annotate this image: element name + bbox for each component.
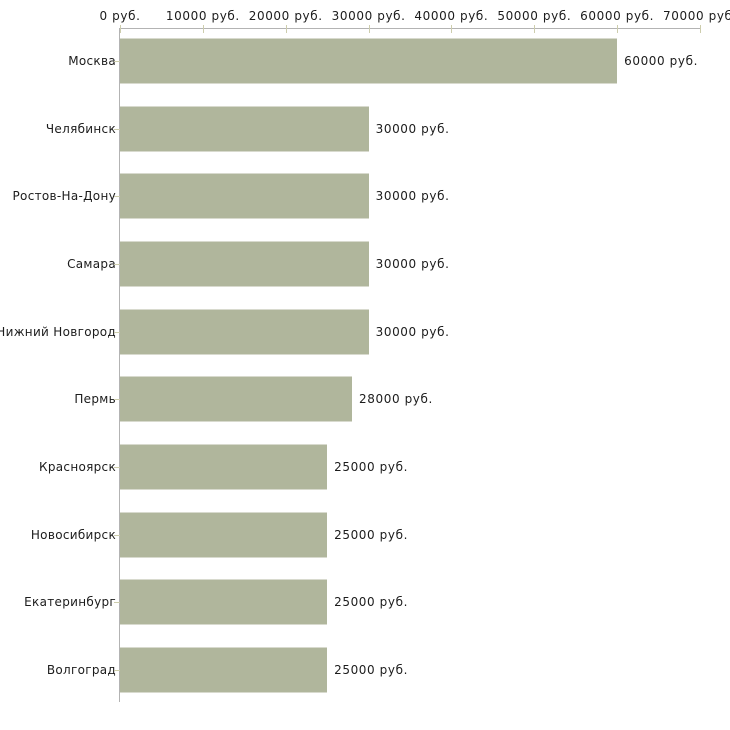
x-tick-mark bbox=[617, 25, 619, 33]
x-tick-label: 20000 руб. bbox=[248, 9, 323, 23]
x-tick-label: 30000 руб. bbox=[331, 9, 406, 23]
category-tick-mark bbox=[114, 60, 120, 62]
y-axis-line bbox=[119, 28, 120, 702]
chart-row: Ростов-На-Дону 30000 руб. bbox=[0, 162, 730, 230]
chart-row: Волгоград 25000 руб. bbox=[0, 636, 730, 704]
value-label: 30000 руб. bbox=[375, 256, 450, 271]
x-tick-mark bbox=[285, 25, 287, 33]
category-label: Волгоград bbox=[46, 663, 116, 678]
x-tick-label: 70000 руб. bbox=[663, 9, 730, 23]
category-label: Самара bbox=[67, 256, 116, 271]
category-tick-mark bbox=[114, 331, 120, 333]
category-tick-mark bbox=[114, 467, 120, 469]
category-label: Красноярск bbox=[39, 460, 116, 475]
value-label: 30000 руб. bbox=[375, 121, 450, 136]
bar-5 bbox=[120, 309, 369, 355]
x-tick-mark bbox=[368, 25, 370, 33]
x-tick-label: 0 руб. bbox=[99, 9, 141, 23]
bar-4 bbox=[120, 241, 369, 287]
chart-row: Самара 30000 руб. bbox=[0, 230, 730, 298]
value-label: 25000 руб. bbox=[334, 527, 409, 542]
chart-row: Пермь 28000 руб. bbox=[0, 366, 730, 434]
chart-row: Москва 60000 руб. bbox=[0, 27, 730, 95]
bar-3 bbox=[120, 173, 369, 219]
category-tick-mark bbox=[114, 128, 120, 130]
x-tick-mark bbox=[700, 25, 701, 33]
chart-row: Екатеринбург 25000 руб. bbox=[0, 569, 730, 637]
x-tick-label: 40000 руб. bbox=[414, 9, 489, 23]
x-tick-mark bbox=[120, 25, 121, 33]
bar-1 bbox=[120, 38, 618, 84]
category-tick-mark bbox=[114, 670, 120, 672]
x-axis-line bbox=[120, 28, 701, 29]
x-tick-label: 50000 руб. bbox=[497, 9, 572, 23]
x-tick-mark bbox=[534, 25, 536, 33]
category-label: Челябинск bbox=[45, 121, 116, 136]
value-label: 28000 руб. bbox=[359, 392, 433, 407]
bar-9 bbox=[120, 579, 328, 625]
category-label: Москва bbox=[68, 53, 116, 68]
bar-2 bbox=[120, 106, 369, 152]
chart-row: Нижний Новгород 30000 руб. bbox=[0, 298, 730, 366]
value-label: 30000 руб. bbox=[375, 324, 450, 339]
category-label: Нижний Новгород bbox=[0, 324, 116, 339]
x-tick-mark bbox=[202, 25, 204, 33]
value-label: 60000 руб. bbox=[624, 53, 699, 68]
chart-row: Челябинск 30000 руб. bbox=[0, 95, 730, 163]
chart-row: Новосибирск 25000 руб. bbox=[0, 501, 730, 569]
category-label: Новосибирск bbox=[30, 527, 116, 542]
value-label: 25000 руб. bbox=[334, 663, 409, 678]
x-tick-label: 60000 руб. bbox=[580, 9, 655, 23]
bar-6 bbox=[120, 376, 352, 422]
x-tick-mark bbox=[451, 25, 453, 33]
category-label: Пермь bbox=[74, 392, 116, 407]
bar-10 bbox=[120, 647, 328, 693]
x-tick-label: 10000 руб. bbox=[165, 9, 240, 23]
value-label: 25000 руб. bbox=[334, 595, 409, 610]
category-tick-mark bbox=[114, 196, 120, 198]
category-tick-mark bbox=[114, 399, 120, 401]
bar-8 bbox=[120, 512, 328, 558]
bar-7 bbox=[120, 444, 328, 490]
value-label: 25000 руб. bbox=[334, 460, 409, 475]
value-label: 30000 руб. bbox=[375, 189, 450, 204]
category-tick-mark bbox=[114, 263, 120, 265]
chart-row: Красноярск 25000 руб. bbox=[0, 433, 730, 501]
category-label: Екатеринбург bbox=[24, 595, 116, 610]
category-tick-mark bbox=[114, 534, 120, 536]
category-label: Ростов-На-Дону bbox=[12, 189, 116, 204]
category-tick-mark bbox=[114, 602, 120, 604]
